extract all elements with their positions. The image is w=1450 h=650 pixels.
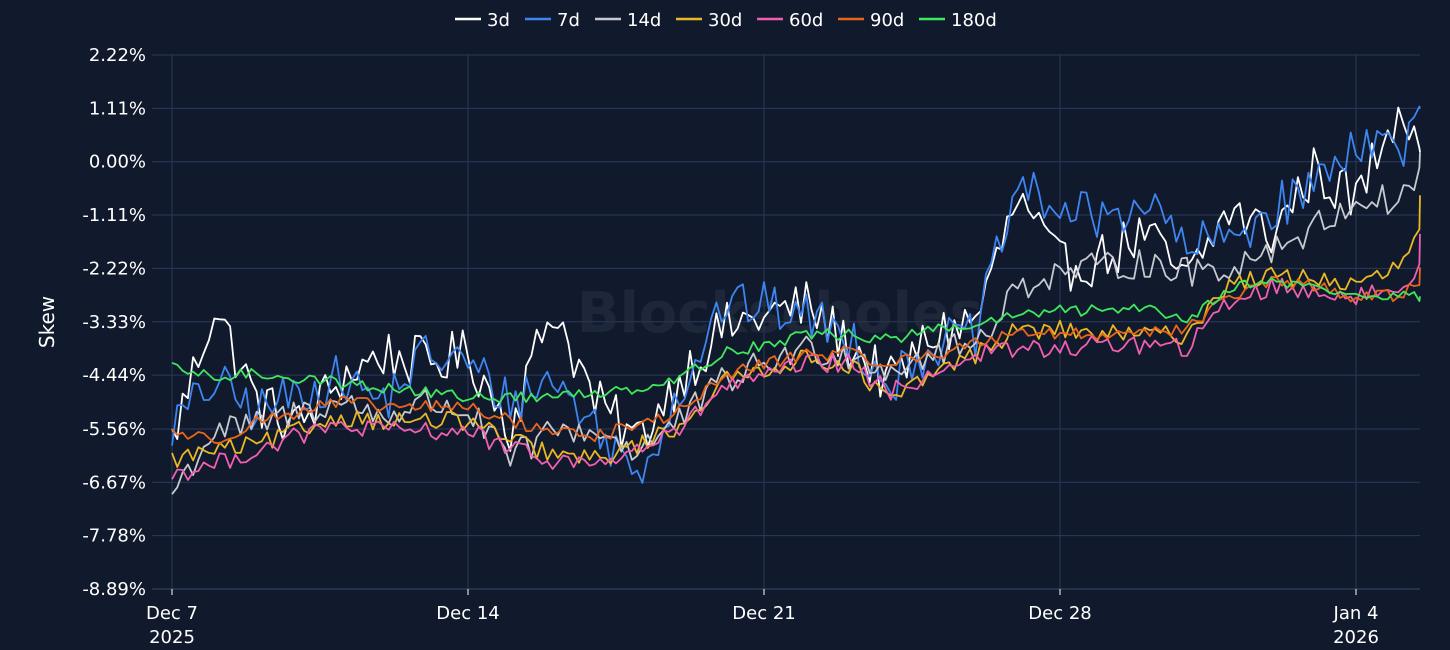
legend-item-14d[interactable]: 14d <box>595 10 661 31</box>
y-axis-title: Skew <box>35 296 59 348</box>
y-tick-label: -5.56% <box>82 419 146 440</box>
y-tick-label: -2.22% <box>82 258 146 279</box>
y-tick-label: 0.00% <box>89 152 146 173</box>
y-tick-label: -8.89% <box>82 579 146 600</box>
legend: 3d 7d 14d 30d 60d 90d 180d <box>455 10 997 31</box>
y-tick-label: -3.33% <box>82 312 146 333</box>
watermark: Blockscholes <box>577 281 983 346</box>
legend-item-3d[interactable]: 3d <box>455 10 510 31</box>
y-tick-label: -4.44% <box>82 365 146 386</box>
series-line-7d <box>171 105 1421 484</box>
x-tick-label: Jan 4 <box>1333 603 1379 624</box>
y-tick-label: 1.11% <box>89 98 146 119</box>
legend-item-60d[interactable]: 60d <box>757 10 823 31</box>
x-tick-label: Dec 14 <box>436 603 499 624</box>
series-line-60d <box>171 233 1421 481</box>
legend-label: 30d <box>708 10 742 31</box>
legend-label: 7d <box>557 10 580 31</box>
y-tick-label: 2.22% <box>89 45 146 66</box>
legend-label: 90d <box>870 10 904 31</box>
series-line-14d <box>171 152 1421 495</box>
x-tick-year-label: 2026 <box>1333 627 1379 648</box>
legend-item-30d[interactable]: 30d <box>676 10 742 31</box>
y-tick-label: -7.78% <box>82 526 146 547</box>
series-line-30d <box>171 195 1421 468</box>
x-tick-label: Dec 28 <box>1028 603 1091 624</box>
series-lines <box>171 105 1421 495</box>
series-line-180d <box>171 277 1421 404</box>
legend-label: 3d <box>487 10 510 31</box>
legend-label: 14d <box>627 10 661 31</box>
x-tick-year-label: 2025 <box>149 627 195 648</box>
x-axis-ticks: Dec 7 2025 Dec 14 Dec 21 Dec 28 Jan 4 2026 <box>146 589 1379 648</box>
x-tick-label: Dec 21 <box>732 603 795 624</box>
legend-item-90d[interactable]: 90d <box>838 10 904 31</box>
legend-item-180d[interactable]: 180d <box>919 10 997 31</box>
series-line-3d <box>171 106 1421 452</box>
y-tick-label: -1.11% <box>82 205 146 226</box>
gridlines <box>152 54 1420 590</box>
legend-item-7d[interactable]: 7d <box>525 10 580 31</box>
y-axis-ticks: 2.22% 1.11% 0.00% -1.11% -2.22% -3.33% -4.44% -… <box>82 45 146 600</box>
y-tick-label: -6.67% <box>82 472 146 493</box>
x-tick-label: Dec 7 <box>146 603 198 624</box>
legend-label: 60d <box>789 10 823 31</box>
legend-label: 180d <box>951 10 997 31</box>
